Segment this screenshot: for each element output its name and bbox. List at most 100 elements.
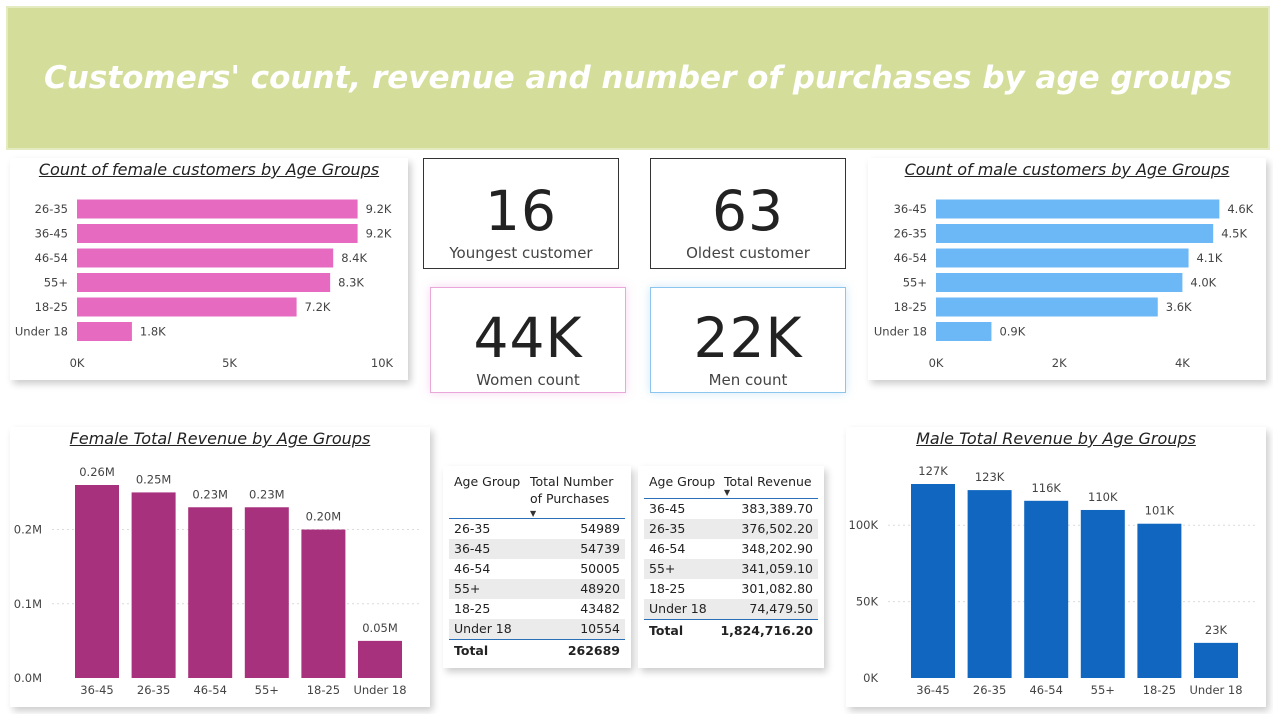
bar[interactable]: [1194, 642, 1238, 678]
bar[interactable]: [936, 322, 992, 341]
purchases-row[interactable]: Under 18 10554: [449, 619, 625, 639]
bar[interactable]: [936, 248, 1189, 268]
category-label: 36-45: [916, 683, 949, 697]
bar[interactable]: [77, 297, 297, 317]
data-label: 0.9K: [999, 325, 1025, 339]
data-label: 23K: [1205, 623, 1228, 637]
male-revenue-chart[interactable]: Male Total Revenue by Age Groups 0K 50K 10…: [846, 427, 1266, 707]
sort-descending-icon[interactable]: ▼: [530, 509, 537, 518]
revenue-row[interactable]: Under 18 74,479.50: [644, 599, 818, 619]
purchases-row-value: 48920: [580, 581, 620, 596]
purchases-row-age-group: 55+: [454, 581, 481, 596]
category-label: 36-45: [894, 202, 927, 216]
bar[interactable]: [967, 490, 1012, 678]
female-revenue-chart[interactable]: Female Total Revenue by Age Groups 0.0M 0…: [10, 427, 430, 707]
revenue-row-value: 341,059.10: [741, 561, 813, 576]
sort-descending-icon[interactable]: ▼: [724, 488, 731, 497]
data-label: 1.8K: [140, 325, 166, 339]
x-tick-label: 2K: [1052, 356, 1067, 370]
bar[interactable]: [358, 640, 402, 678]
data-label: 4.1K: [1197, 251, 1223, 265]
purchases-row[interactable]: 18-25 43482: [449, 599, 625, 619]
purchases-header-total-2[interactable]: of Purchases: [530, 491, 610, 506]
y-tick-label: 0.2M: [14, 523, 42, 537]
category-label: Under 18: [874, 325, 927, 339]
female-count-plot: 26-35 9.2K 36-45 9.2K 46-54 8.4K 55+ 8.3K 18-25 7…: [15, 199, 394, 370]
bar[interactable]: [77, 224, 358, 243]
revenue-row[interactable]: 18-25 301,082.80: [644, 579, 818, 599]
category-label: 46-54: [894, 251, 927, 265]
female-revenue-chart-title: Female Total Revenue by Age Groups: [69, 429, 371, 448]
revenue-row[interactable]: 36-45 383,389.70: [644, 499, 818, 519]
purchases-table-card[interactable]: Age Group Total Number of Purchases ▼ 26…: [443, 466, 631, 668]
data-label: 8.4K: [341, 251, 367, 265]
category-label: 55+: [903, 276, 927, 290]
x-tick-label: 4K: [1175, 356, 1190, 370]
data-label: 123K: [975, 470, 1005, 484]
men-count-card[interactable]: 22K Men count: [650, 287, 846, 393]
category-label: 55+: [255, 683, 279, 697]
bar[interactable]: [936, 199, 1220, 219]
data-label: 0.05M: [362, 621, 398, 635]
oldest-customer-value: 63: [712, 179, 784, 243]
data-label: 116K: [1031, 481, 1061, 495]
revenue-row-value: 376,502.20: [741, 521, 813, 536]
category-label: 55+: [1091, 683, 1115, 697]
purchases-row-age-group: Under 18: [454, 621, 512, 636]
x-tick-label: 5K: [222, 356, 237, 370]
bar[interactable]: [911, 484, 955, 678]
women-count-card[interactable]: 44K Women count: [430, 287, 626, 393]
bar[interactable]: [188, 507, 233, 678]
category-label: 36-45: [35, 227, 68, 241]
purchases-row[interactable]: 36-45 54739: [449, 539, 625, 559]
y-tick-label: 0K: [863, 671, 878, 685]
revenue-header-age-group[interactable]: Age Group: [649, 474, 716, 489]
purchases-row[interactable]: 55+ 48920: [449, 579, 625, 599]
purchases-header-age-group[interactable]: Age Group: [454, 474, 521, 489]
bar[interactable]: [936, 273, 1183, 292]
bar[interactable]: [1137, 523, 1182, 678]
female-count-chart[interactable]: Count of female customers by Age Groups …: [10, 158, 408, 380]
category-label: 46-54: [35, 251, 68, 265]
data-label: 0.25M: [136, 472, 172, 486]
data-label: 0.26M: [79, 465, 115, 479]
y-tick-label: 0.1M: [14, 597, 42, 611]
youngest-customer-card[interactable]: 16 Youngest customer: [423, 158, 619, 269]
bar[interactable]: [301, 529, 346, 678]
revenue-row[interactable]: 46-54 348,202.90: [644, 539, 818, 559]
male-revenue-plot: 0K 50K 100K 127K 36-45 123K 26-35 116K 46-54 110K…: [849, 464, 1258, 697]
revenue-row-age-group: 26-35: [649, 521, 686, 536]
bar[interactable]: [1080, 509, 1125, 678]
oldest-customer-card[interactable]: 63 Oldest customer: [650, 158, 846, 269]
data-label: 7.2K: [305, 300, 331, 314]
bar[interactable]: [77, 248, 334, 268]
purchases-row[interactable]: 46-54 50005: [449, 559, 625, 579]
purchases-total-row: Total 262689: [449, 639, 625, 662]
bar[interactable]: [244, 507, 289, 678]
male-count-chart[interactable]: Count of male customers by Age Groups 36…: [868, 158, 1266, 380]
data-label: 0.20M: [306, 510, 342, 524]
purchases-header-total-1[interactable]: Total Number: [530, 474, 614, 489]
female-count-chart-title: Count of female customers by Age Groups: [38, 160, 380, 179]
revenue-row[interactable]: 26-35 376,502.20: [644, 519, 818, 539]
bar[interactable]: [936, 224, 1214, 243]
bar[interactable]: [75, 485, 119, 678]
revenue-header-total[interactable]: Total Revenue: [724, 474, 812, 489]
revenue-table-card[interactable]: Age Group Total Revenue ▼ 36-45 383,389.7…: [638, 466, 824, 668]
bar[interactable]: [131, 492, 176, 678]
category-label: 55+: [44, 276, 68, 290]
revenue-total-row: Total 1,824,716.20: [644, 619, 818, 642]
revenue-row-value: 348,202.90: [741, 541, 813, 556]
revenue-row-value: 74,479.50: [749, 601, 813, 616]
bar[interactable]: [936, 297, 1158, 317]
bar[interactable]: [1024, 500, 1069, 678]
data-label: 101K: [1145, 504, 1175, 518]
category-label: 26-35: [35, 202, 68, 216]
bar[interactable]: [77, 199, 358, 219]
bar[interactable]: [77, 322, 132, 341]
oldest-customer-label: Oldest customer: [686, 244, 810, 262]
purchases-row[interactable]: 26-35 54989: [449, 519, 625, 539]
revenue-row[interactable]: 55+ 341,059.10: [644, 559, 818, 579]
bar[interactable]: [77, 273, 331, 292]
youngest-customer-value: 16: [485, 179, 557, 243]
